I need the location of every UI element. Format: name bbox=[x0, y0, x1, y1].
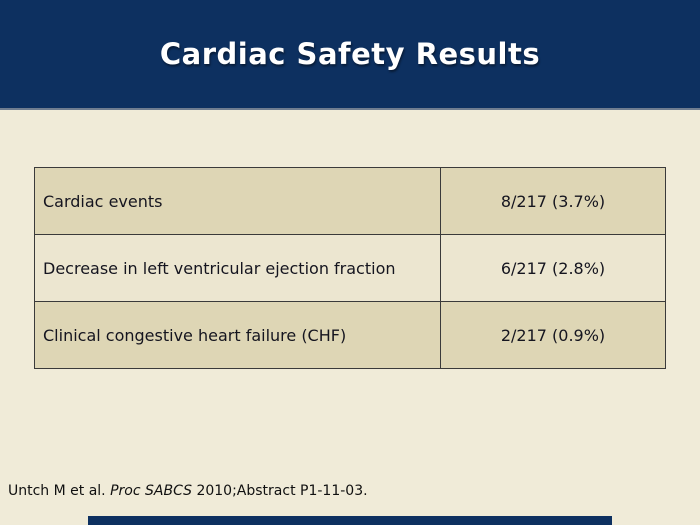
event-label-cell: Decrease in left ventricular ejection fr… bbox=[35, 235, 441, 301]
event-label-cell: Clinical congestive heart failure (CHF) bbox=[35, 302, 441, 368]
results-table: Cardiac events 8/217 (3.7%) Decrease in … bbox=[34, 167, 666, 369]
event-value-cell: 8/217 (3.7%) bbox=[500, 191, 606, 211]
event-label-cell: Cardiac events bbox=[35, 168, 441, 234]
table-row: Clinical congestive heart failure (CHF) … bbox=[35, 302, 665, 368]
slide-title: Cardiac Safety Results bbox=[159, 37, 541, 71]
citation-authors: Untch M et al. bbox=[8, 483, 111, 499]
table-row: Decrease in left ventricular ejection fr… bbox=[35, 235, 665, 302]
citation-reference: 2010;Abstract P1-11-03. bbox=[192, 483, 368, 499]
table-row: Cardiac events 8/217 (3.7%) bbox=[35, 168, 665, 235]
title-bar: Cardiac Safety Results bbox=[0, 0, 700, 110]
citation-source: Proc SABCS bbox=[110, 483, 192, 499]
event-value-cell: 6/217 (2.8%) bbox=[500, 258, 606, 278]
footer-bar bbox=[88, 516, 612, 525]
event-value-cell: 2/217 (0.9%) bbox=[500, 325, 606, 345]
citation: Untch M et al. Proc SABCS 2010;Abstract … bbox=[8, 483, 368, 499]
